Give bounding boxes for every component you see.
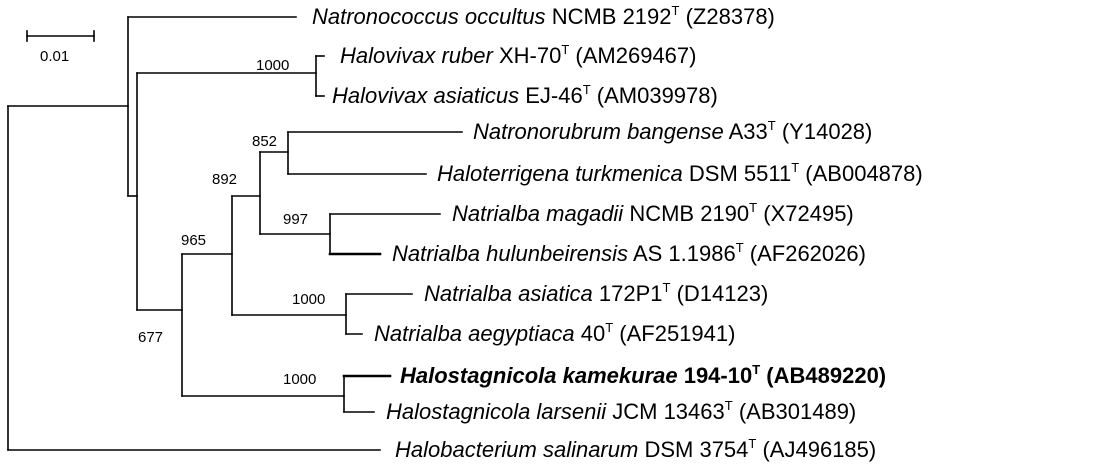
taxon-halovivax-asiaticus: Halovivax asiaticus EJ-46T (AM039978) [332,82,718,108]
taxon-natrialba-aegyptiaca: Natrialba aegyptiaca 40T (AF251941) [374,320,736,346]
taxon-natronorubrum-bangense: Natronorubrum bangense A33T (Y14028) [473,118,873,144]
bootstrap-value: 997 [283,211,309,228]
taxon-halobacterium-salinarum: Halobacterium salinarum DSM 3754T (AJ496… [395,436,877,462]
taxon-halostagnicola-larsenii: Halostagnicola larsenii JCM 13463T (AB30… [386,398,857,424]
bootstrap-value: 1000 [283,371,317,388]
bootstrap-value: 965 [181,232,207,249]
bootstrap-value: 1000 [292,291,326,308]
bootstrap-value: 1000 [256,57,290,74]
scale-bar [26,30,95,42]
bootstrap-value: 852 [252,133,278,150]
bootstrap-value: 892 [212,171,238,188]
taxon-halovivax-ruber: Halovivax ruber XH-70T (AM269467) [340,42,697,68]
taxon-natrialba-asiatica: Natrialba asiatica 172P1T (D14123) [424,280,769,306]
taxon-haloterrigena-turkmenica: Haloterrigena turkmenica DSM 5511T (AB00… [437,160,923,186]
bootstrap-value: 677 [138,329,164,346]
taxon-natrialba-hulunbeirensis: Natrialba hulunbeirensis AS 1.1986T (AF2… [392,240,866,266]
taxon-natrialba-magadii: Natrialba magadii NCMB 2190T (X72495) [452,200,854,226]
taxon-natronococcus-occultus: Natronococcus occultus NCMB 2192T (Z2837… [312,3,775,29]
taxon-halostagnicola-kamekurae: Halostagnicola kamekurae 194-10T (AB4892… [400,362,887,388]
scale-bar-label: 0.01 [40,48,70,65]
